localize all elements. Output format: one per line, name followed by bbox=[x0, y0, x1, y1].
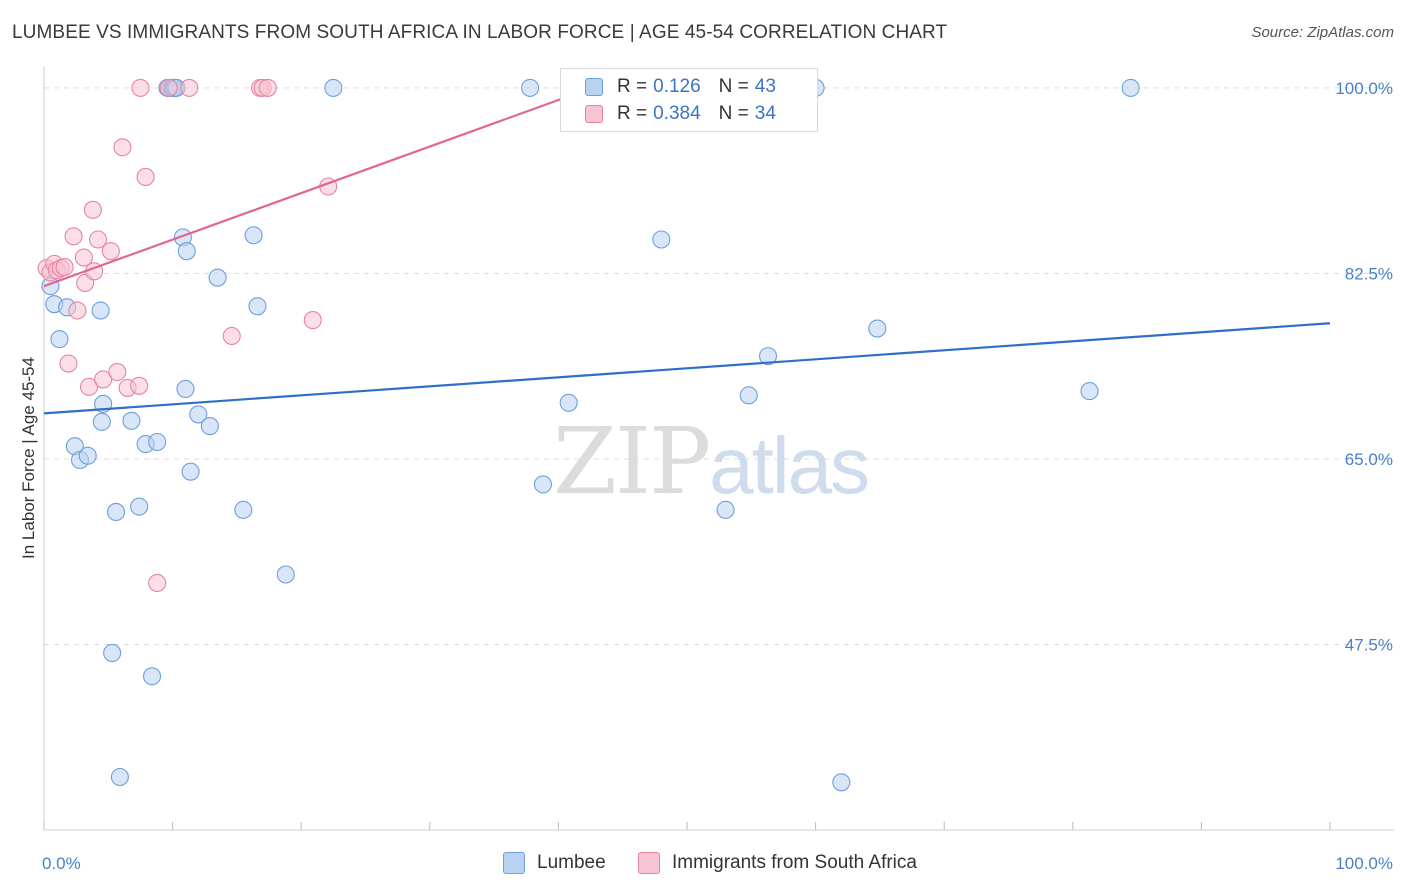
lumbee-point bbox=[177, 242, 196, 261]
lumbee-point bbox=[739, 386, 758, 405]
lumbee-point bbox=[148, 432, 167, 452]
south-africa-point bbox=[101, 242, 120, 261]
lumbee-point bbox=[521, 78, 540, 97]
south-africa-point bbox=[64, 227, 83, 246]
south-africa-point bbox=[303, 311, 322, 330]
lumbee-point bbox=[208, 268, 227, 287]
legend-r-value: 0.384 bbox=[653, 103, 701, 124]
lumbee-point bbox=[716, 500, 735, 519]
south-africa-point bbox=[83, 200, 102, 219]
legend-item-south-africa[interactable]: Immigrants from South Africa bbox=[638, 852, 917, 874]
south-africa-point bbox=[79, 377, 99, 396]
watermark: ZIPatlas bbox=[553, 408, 870, 515]
south-africa-point bbox=[113, 138, 132, 157]
south-africa-swatch bbox=[585, 105, 603, 123]
lumbee-legend-swatch bbox=[503, 852, 525, 874]
south-africa-point bbox=[222, 326, 241, 346]
lumbee-point bbox=[181, 462, 200, 481]
legend-item-lumbee[interactable]: Lumbee bbox=[503, 852, 606, 874]
south-africa-legend-swatch bbox=[638, 852, 660, 874]
legend-r-label: R = bbox=[617, 103, 648, 124]
lumbee-legend-label: Lumbee bbox=[537, 852, 606, 873]
south-africa-trend-line bbox=[43, 86, 593, 288]
lumbee-point bbox=[176, 379, 195, 399]
lumbee-point bbox=[652, 230, 671, 249]
stats-legend: R = 0.126 N = 43 R = 0.384 N = 34 bbox=[560, 68, 818, 132]
south-africa-point bbox=[136, 167, 155, 187]
legend-n-value: 43 bbox=[754, 76, 776, 97]
south-africa-point bbox=[148, 573, 167, 593]
south-africa-point bbox=[130, 376, 149, 395]
south-africa-point bbox=[258, 78, 277, 97]
south-africa-point bbox=[131, 78, 150, 97]
lumbee-point bbox=[533, 475, 553, 494]
lumbee-point bbox=[92, 412, 111, 431]
legend-r-value: 0.126 bbox=[653, 76, 701, 97]
legend-row-lumbee: R = 0.126 N = 43 bbox=[585, 74, 794, 100]
lumbee-point bbox=[110, 767, 129, 787]
south-africa-point bbox=[68, 301, 87, 320]
lumbee-point bbox=[559, 393, 578, 412]
legend-r-label: R = bbox=[617, 76, 648, 97]
lumbee-point bbox=[91, 301, 110, 320]
watermark-zip: ZIP bbox=[553, 408, 711, 515]
x-tick-label-start: 0.0% bbox=[42, 854, 81, 873]
y-tick-label: 82.5% bbox=[1345, 264, 1393, 283]
lumbee-point bbox=[868, 319, 887, 338]
lumbee-point bbox=[234, 500, 253, 519]
lumbee-point bbox=[122, 411, 141, 430]
lumbee-point bbox=[200, 417, 219, 436]
lumbee-trend-line bbox=[43, 322, 1331, 415]
lumbee-point bbox=[244, 226, 263, 245]
south-africa-point bbox=[74, 248, 93, 267]
lumbee-point bbox=[1080, 382, 1099, 401]
legend-n-label: N = bbox=[718, 103, 749, 124]
watermark-atlas: atlas bbox=[709, 421, 870, 510]
lumbee-point bbox=[78, 446, 97, 465]
series-legend: Lumbee Immigrants from South Africa bbox=[0, 852, 1406, 878]
south-africa-point bbox=[59, 354, 78, 373]
legend-n-value: 34 bbox=[754, 103, 776, 124]
south-africa-point bbox=[94, 370, 113, 389]
south-africa-point bbox=[55, 258, 74, 277]
south-africa-legend-label: Immigrants from South Africa bbox=[672, 852, 917, 873]
south-africa-point bbox=[108, 362, 127, 382]
lumbee-point bbox=[276, 565, 295, 584]
south-africa-point bbox=[180, 78, 199, 97]
lumbee-point bbox=[103, 643, 122, 663]
chart-title: LUMBEE VS IMMIGRANTS FROM SOUTH AFRICA I… bbox=[12, 22, 948, 43]
legend-n-label: N = bbox=[718, 76, 749, 97]
source-label: Source: ZipAtlas.com bbox=[1251, 24, 1394, 41]
x-tick-label-end: 100.0% bbox=[1335, 854, 1393, 873]
lumbee-point bbox=[1121, 78, 1140, 97]
lumbee-point bbox=[142, 667, 162, 686]
lumbee-point bbox=[130, 497, 149, 516]
lumbee-point bbox=[324, 78, 343, 97]
lumbee-point bbox=[50, 330, 69, 349]
south-africa-point bbox=[159, 78, 178, 97]
y-tick-label: 47.5% bbox=[1345, 635, 1393, 654]
lumbee-point bbox=[758, 347, 778, 366]
lumbee-point bbox=[832, 773, 851, 792]
lumbee-point bbox=[189, 405, 208, 424]
legend-row-south-africa: R = 0.384 N = 34 bbox=[585, 101, 794, 127]
lumbee-swatch bbox=[585, 78, 603, 96]
lumbee-point bbox=[248, 297, 267, 316]
y-tick-label: 65.0% bbox=[1345, 450, 1393, 469]
south-africa-point bbox=[88, 230, 108, 249]
y-tick-label: 100.0% bbox=[1335, 79, 1393, 98]
lumbee-point bbox=[106, 502, 126, 522]
